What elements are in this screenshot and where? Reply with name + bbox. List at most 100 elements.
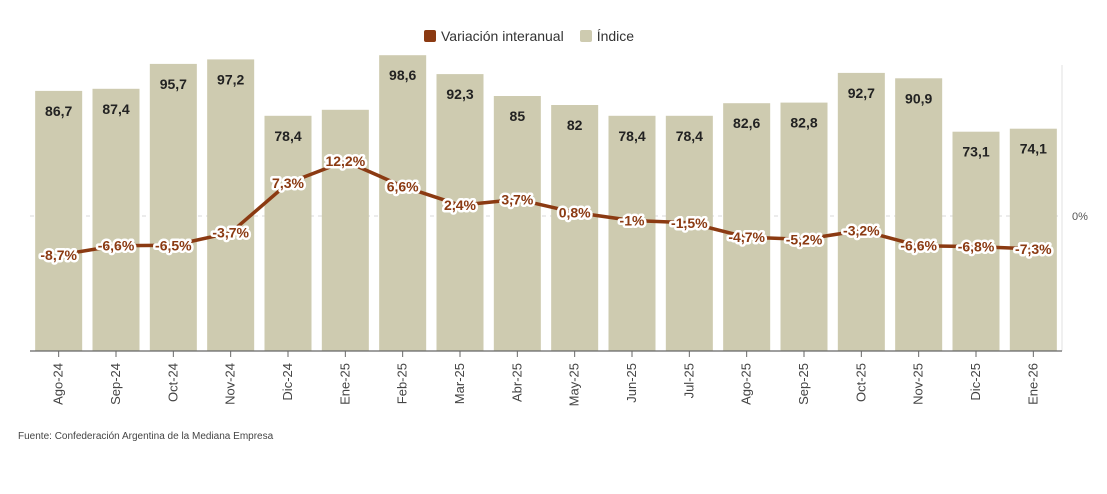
bar-value-label: 98,6: [389, 67, 416, 83]
line-label-halo: -1%: [620, 213, 645, 229]
x-tick-label: May-25: [567, 363, 582, 406]
line-label-halo: 2,4%: [444, 197, 476, 213]
line-value-label[interactable]: -1,5%: [671, 215, 708, 231]
bar[interactable]: [35, 90, 83, 352]
x-tick-label: Oct-25: [853, 363, 868, 402]
legend-item-bar[interactable]: Índice: [579, 28, 635, 44]
bar[interactable]: [665, 115, 713, 351]
bar-value-label: 82,8: [790, 115, 817, 131]
bar[interactable]: [92, 88, 140, 352]
bar-value-label: 82: [567, 117, 583, 133]
line-value-label[interactable]: 6,6%: [387, 178, 419, 194]
bar[interactable]: [264, 115, 312, 351]
x-tick-label: Feb-25: [395, 363, 410, 404]
line-value-label[interactable]: 0,8%: [559, 204, 591, 220]
bar-value-label: 78,4: [274, 128, 301, 144]
bar[interactable]: [436, 74, 484, 351]
line-value-label[interactable]: -1%: [620, 213, 645, 229]
line-value-label[interactable]: -3,2%: [843, 222, 880, 238]
line-label-halo: -8,7%: [40, 247, 77, 263]
bar-value-label: 87,4: [102, 101, 129, 117]
line-label-halo: 3,7%: [501, 191, 533, 207]
bar[interactable]: [608, 115, 656, 351]
legend-label-line: Variación interanual: [441, 28, 564, 44]
line-value-label[interactable]: 3,7%: [501, 191, 533, 207]
x-tick-label: Sep-24: [108, 363, 123, 405]
legend-item-line[interactable]: Variación interanual: [424, 28, 564, 44]
bar-value-label: 92,7: [848, 85, 875, 101]
line-label-halo: 7,3%: [272, 175, 304, 191]
x-tick-label: Dic-25: [968, 363, 983, 401]
bar[interactable]: [780, 102, 828, 351]
bar-value-label: 73,1: [962, 144, 989, 160]
line-value-label[interactable]: -5,2%: [786, 231, 823, 247]
right-axis-tick-label: 0%: [1072, 211, 1088, 223]
bar[interactable]: [379, 55, 427, 351]
x-tick-label: Mar-25: [452, 363, 467, 404]
bar-value-label: 90,9: [905, 90, 932, 106]
variation-line: [58, 159, 1034, 257]
bar-value-label: 92,3: [446, 86, 473, 102]
line-value-label[interactable]: -3,7%: [212, 225, 249, 241]
legend-swatch-bar: [579, 30, 592, 42]
bar[interactable]: [723, 103, 771, 351]
x-tick-label: Nov-25: [911, 363, 926, 405]
x-tick-label: Dic-24: [280, 363, 295, 401]
source-note: Fuente: Confederación Argentina de la Me…: [18, 431, 274, 442]
line-label-halo: -4,7%: [728, 229, 765, 245]
x-tick-label: Sep-25: [796, 363, 811, 405]
bar-value-label: 82,6: [733, 115, 760, 131]
bar[interactable]: [207, 59, 255, 352]
bar-value-label: 78,4: [676, 128, 703, 144]
line-label-halo: 0,8%: [559, 204, 591, 220]
line-label-halo: -6,5%: [155, 237, 192, 253]
bar[interactable]: [321, 109, 369, 351]
line-value-label[interactable]: -6,8%: [958, 239, 995, 255]
bar[interactable]: [895, 78, 943, 352]
x-tick-label: Ago-25: [739, 363, 754, 405]
bar[interactable]: [1009, 128, 1057, 351]
x-tick-label: Ene-26: [1025, 363, 1040, 405]
line-label-halo: -7,3%: [1015, 241, 1052, 257]
line-label-halo: -1,5%: [671, 215, 708, 231]
line-label-halo: -6,6%: [900, 238, 937, 254]
bar-value-label: 85: [510, 108, 526, 124]
bar[interactable]: [837, 72, 885, 352]
x-tick-label: Oct-24: [165, 363, 180, 402]
line-label-halo: -6,8%: [958, 239, 995, 255]
bar-value-label: 78,4: [618, 128, 645, 144]
line-value-label[interactable]: -8,7%: [40, 247, 77, 263]
line-value-label[interactable]: -6,6%: [900, 238, 937, 254]
line-label-halo: -3,7%: [212, 225, 249, 241]
x-tick-label: Jul-25: [681, 363, 696, 398]
line-value-label[interactable]: 12,2%: [325, 153, 365, 169]
line-label-halo: -3,2%: [843, 222, 880, 238]
bar[interactable]: [493, 96, 541, 351]
chart-legend: Variación interanual Índice: [424, 28, 642, 44]
line-value-label[interactable]: -6,6%: [98, 238, 135, 254]
line-label-halo: 12,2%: [325, 153, 365, 169]
line-value-label[interactable]: -6,5%: [155, 237, 192, 253]
x-tick-label: Nov-24: [223, 363, 238, 405]
line-label-halo: -6,6%: [98, 238, 135, 254]
x-tick-label: Abr-25: [509, 363, 524, 402]
x-tick-label: Ago-24: [51, 363, 66, 405]
x-tick-label: Jun-25: [624, 363, 639, 403]
x-tick-label: Ene-25: [337, 363, 352, 405]
line-label-halo: 6,6%: [387, 178, 419, 194]
line-label-halo: -5,2%: [786, 231, 823, 247]
bar-value-label: 95,7: [160, 76, 187, 92]
line-value-label[interactable]: 2,4%: [444, 197, 476, 213]
line-value-label[interactable]: -7,3%: [1015, 241, 1052, 257]
line-value-label[interactable]: 7,3%: [272, 175, 304, 191]
bar[interactable]: [149, 63, 197, 352]
bar[interactable]: [952, 131, 1000, 351]
legend-swatch-line: [424, 30, 436, 42]
bar[interactable]: [551, 105, 599, 351]
bar-value-label: 74,1: [1020, 141, 1047, 157]
bar-value-label: 86,7: [45, 103, 72, 119]
legend-label-bar: Índice: [596, 28, 635, 44]
bar-value-label: 97,2: [217, 71, 244, 87]
line-value-label[interactable]: -4,7%: [728, 229, 765, 245]
